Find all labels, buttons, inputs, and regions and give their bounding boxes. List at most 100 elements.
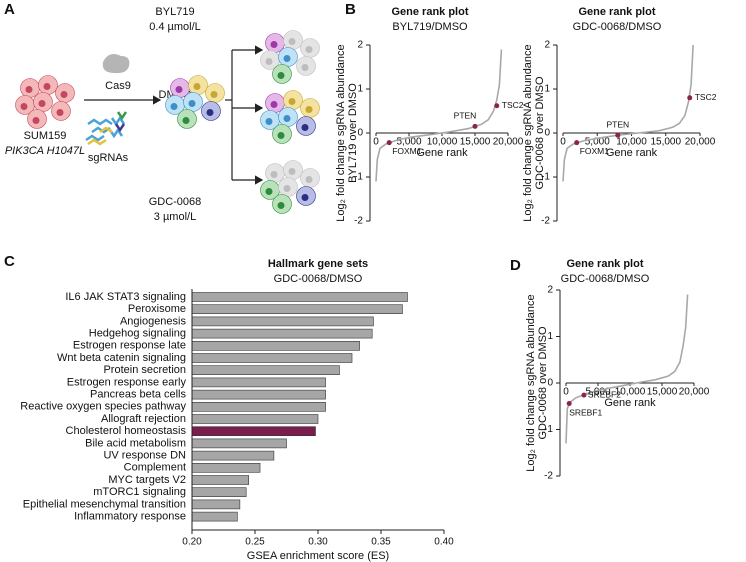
category-label: Bile acid metabolism <box>85 437 186 449</box>
category-label: Epithelial mesenchymal transition <box>23 498 186 510</box>
nucleus <box>283 115 291 122</box>
panel-label: C <box>4 253 15 270</box>
x-tick-label: 0 <box>373 137 379 148</box>
x-tick-label: 15,000 <box>647 387 678 398</box>
label: 3 µmol/L <box>154 211 196 223</box>
category-label: MYC targets V2 <box>108 474 186 486</box>
category-label: Inflammatory response <box>74 511 186 523</box>
nucleus <box>270 101 278 108</box>
label: GDC-0068 <box>149 196 202 208</box>
chart-subtitle: GDC-0068/DMSO <box>573 21 662 33</box>
panel-label: B <box>345 1 356 18</box>
nucleus <box>301 124 309 131</box>
x-tick-label: 20,000 <box>679 387 710 398</box>
x-tick-label: 5,000 <box>585 387 610 398</box>
bar <box>191 450 275 461</box>
y-tick-label: -2 <box>354 216 363 227</box>
chart-subtitle: GDC-0068/DMSO <box>274 273 363 285</box>
y-tick-label: 0 <box>357 128 363 139</box>
nucleus <box>170 103 178 110</box>
label: PIK3CA H1047L <box>5 145 85 157</box>
category-label: mTORC1 signaling <box>93 486 186 498</box>
x-axis-label: Gene rank <box>606 147 658 159</box>
bar <box>191 414 319 424</box>
bar <box>191 426 316 437</box>
point-label: SREBF2 <box>588 389 621 399</box>
highlight-point <box>566 400 572 406</box>
x-axis-label: Gene rank <box>604 397 656 409</box>
bar <box>191 462 261 473</box>
nucleus <box>305 106 313 113</box>
highlight-point <box>574 140 580 146</box>
nucleus <box>277 202 285 209</box>
label: sgRNAs <box>88 152 129 164</box>
y-tick-label: 1 <box>357 84 363 95</box>
nucleus <box>265 118 273 125</box>
category-label: Hedgehog signaling <box>89 328 186 340</box>
x-tick-label: 5,000 <box>396 137 421 148</box>
y-tick-label: -1 <box>544 424 553 435</box>
category-label: Angiogenesis <box>120 315 187 327</box>
y-tick-label: 2 <box>547 285 553 296</box>
nucleus <box>270 171 278 178</box>
x-tick-label: 10,000 <box>427 137 458 148</box>
x-tick-label: 15,000 <box>460 137 491 148</box>
nucleus <box>210 91 218 98</box>
category-label: Pancreas beta cells <box>90 389 186 401</box>
category-label: UV response DN <box>103 450 186 462</box>
y-tick-label: 2 <box>544 40 550 51</box>
nucleus <box>56 109 64 116</box>
nucleus <box>206 109 214 116</box>
x-tick-label: 0 <box>563 387 569 398</box>
nucleus <box>265 58 273 65</box>
y-axis-label: Log₂ fold change sgRNA abundance <box>525 294 537 471</box>
nucleus <box>182 117 190 124</box>
bar <box>191 292 408 302</box>
x-tick-label: 10,000 <box>615 387 646 398</box>
label: BYL719 <box>155 6 194 18</box>
x-tick-label: 15,000 <box>650 137 681 148</box>
y-tick-label: -2 <box>541 216 550 227</box>
chart-subtitle: BYL719/DMSO <box>392 21 468 33</box>
chart-title: Hallmark gene sets <box>268 258 368 270</box>
category-label: Reactive oxygen species pathway <box>20 401 186 413</box>
label: Cas9 <box>105 80 131 92</box>
y-tick-label: 1 <box>547 331 553 342</box>
bar <box>191 511 238 522</box>
y-axis-label: Log₂ fold change sgRNA abundance <box>522 44 534 221</box>
bar <box>191 316 374 327</box>
x-tick-label: 0.40 <box>434 537 454 548</box>
highlight-point <box>687 95 693 101</box>
bar <box>191 340 360 351</box>
y-axis-label: GDC-0068 over DMSO <box>534 76 546 190</box>
panel-label: A <box>4 1 15 18</box>
point-label: TSC2 <box>502 100 524 110</box>
point-label: TSC2 <box>695 92 717 102</box>
y-axis-label: GDC-0068 over DMSO <box>537 326 549 440</box>
highlight-point <box>472 123 478 129</box>
rank-curve <box>562 44 694 182</box>
nucleus <box>288 168 296 175</box>
sgrna-icon <box>114 123 126 133</box>
x-axis-label: Gene rank <box>416 147 468 159</box>
category-label: Wnt beta catenin signaling <box>57 352 186 364</box>
x-tick-label: 10,000 <box>616 137 647 148</box>
nucleus <box>43 83 51 90</box>
nucleus <box>301 194 309 201</box>
nucleus <box>265 188 273 195</box>
category-label: Estrogen response late <box>73 340 186 352</box>
category-label: Peroxisome <box>128 303 186 315</box>
y-axis-label: BYL719 over DMSO <box>347 83 359 183</box>
bar <box>191 365 340 376</box>
category-label: Complement <box>124 462 186 474</box>
nucleus <box>60 91 68 98</box>
cas9-icon <box>102 54 130 74</box>
y-tick-label: -1 <box>354 172 363 183</box>
rank-curve <box>375 49 503 182</box>
sgrna-icon <box>116 111 128 121</box>
nucleus <box>305 176 313 183</box>
bar <box>191 353 353 363</box>
y-tick-label: 2 <box>357 40 363 51</box>
x-tick-label: 0 <box>560 137 566 148</box>
